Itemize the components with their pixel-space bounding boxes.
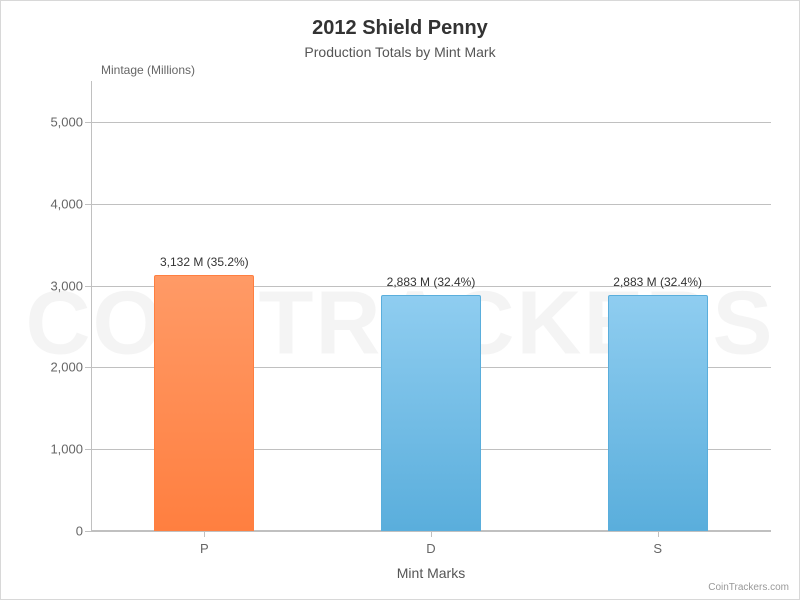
x-tick-mark <box>431 531 432 537</box>
gridline <box>91 204 771 205</box>
bar-D[interactable] <box>381 295 481 531</box>
y-axis-line <box>91 81 92 531</box>
bar-label-P: 3,132 M (35.2%) <box>160 255 249 269</box>
x-tick-label-P: P <box>200 541 209 556</box>
y-tick-label: 1,000 <box>50 442 83 457</box>
y-tick-label: 2,000 <box>50 360 83 375</box>
bar-label-D: 2,883 M (32.4%) <box>387 275 476 289</box>
chart-title: 2012 Shield Penny <box>1 17 799 40</box>
credits-label: CoinTrackers.com <box>708 582 789 593</box>
y-tick-mark <box>85 531 91 532</box>
x-tick-label-D: D <box>426 541 435 556</box>
bar-label-S: 2,883 M (32.4%) <box>613 275 702 289</box>
bar-P[interactable] <box>154 275 254 531</box>
gridline <box>91 122 771 123</box>
chart-subtitle: Production Totals by Mint Mark <box>1 44 799 60</box>
y-tick-label: 4,000 <box>50 196 83 211</box>
y-tick-label: 5,000 <box>50 114 83 129</box>
x-tick-mark <box>658 531 659 537</box>
y-axis-title: Mintage (Millions) <box>101 63 195 77</box>
x-tick-mark <box>204 531 205 537</box>
x-tick-label-S: S <box>653 541 662 556</box>
chart-plot-area: Mint Marks 01,0002,0003,0004,0005,0003,1… <box>91 81 771 531</box>
y-tick-label: 0 <box>76 524 83 539</box>
y-tick-label: 3,000 <box>50 278 83 293</box>
bar-S[interactable] <box>608 295 708 531</box>
x-axis-title: Mint Marks <box>397 565 465 581</box>
